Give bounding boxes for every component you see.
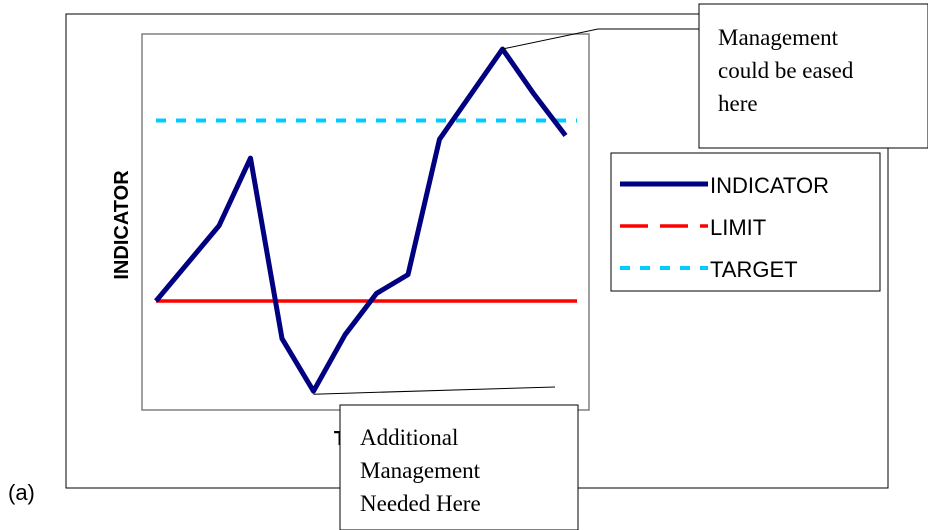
- series-layer: [154, 46, 577, 394]
- legend-label-target: TARGET: [710, 257, 798, 282]
- legend-box: [610, 152, 881, 292]
- plot-area-border: [141, 33, 590, 411]
- legend: INDICATOR LIMIT TARGET: [610, 152, 881, 292]
- y-axis-label: INDICATOR: [111, 170, 133, 280]
- annotation-text: could be eased: [718, 58, 854, 83]
- annotation-text: Management: [360, 458, 481, 483]
- annotation-box: [698, 3, 928, 149]
- legend-label-indicator: INDICATOR: [710, 173, 829, 198]
- series-line-indicator: [154, 46, 568, 394]
- annotation-text: Management: [718, 25, 839, 50]
- annotation-text: Needed Here: [360, 491, 481, 516]
- annotation-text: here: [718, 91, 758, 116]
- annotations: Management could be eased here Additional Ma…: [313, 3, 928, 530]
- panel-label: (a): [8, 480, 35, 505]
- annotation-leader-line: [313, 386, 556, 395]
- annotation-box: [339, 404, 579, 530]
- annotation-leader-line: [502, 28, 699, 50]
- legend-label-limit: LIMIT: [710, 215, 766, 240]
- annotation-text: Additional: [360, 425, 458, 450]
